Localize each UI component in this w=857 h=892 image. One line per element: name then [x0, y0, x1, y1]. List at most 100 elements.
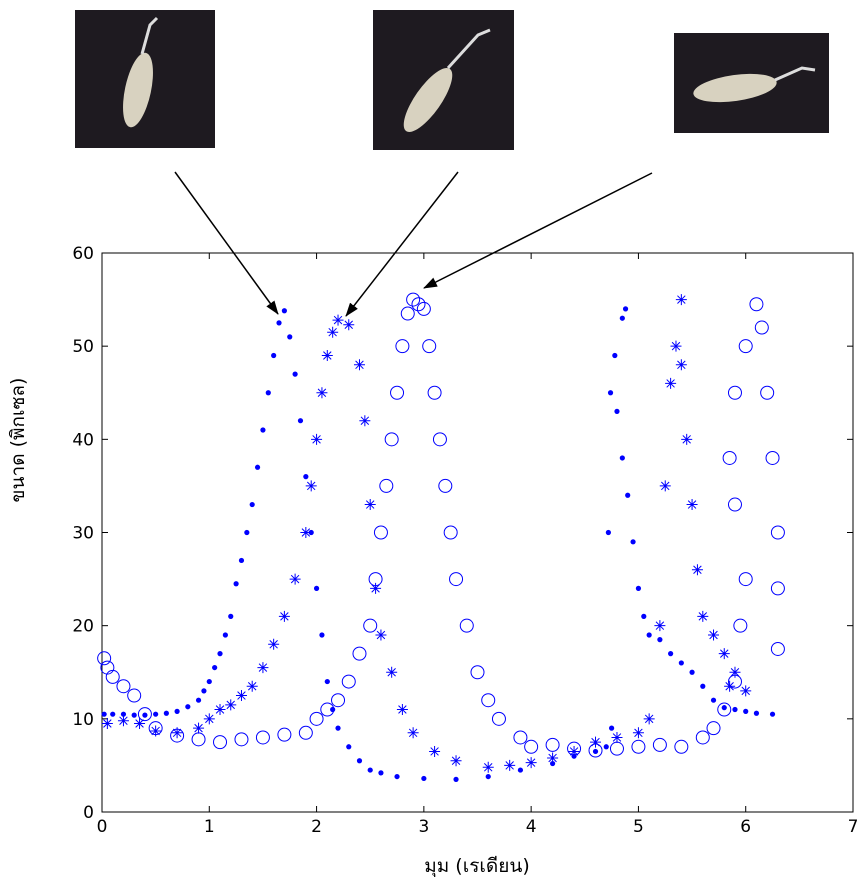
data-point: [101, 717, 113, 729]
data-point: [110, 711, 116, 717]
data-point: [346, 744, 352, 750]
data-point: [386, 666, 398, 678]
y-tick-label: 30: [72, 524, 94, 544]
data-point: [217, 651, 223, 657]
data-point: [491, 711, 506, 726]
data-point: [319, 632, 325, 638]
data-point: [670, 340, 682, 352]
data-point: [619, 455, 625, 461]
data-point: [368, 572, 383, 587]
data-point: [631, 739, 646, 754]
data-point: [254, 464, 261, 470]
data-point: [287, 334, 293, 340]
data-point: [406, 292, 421, 307]
data-point: [485, 773, 491, 780]
data-point: [127, 688, 142, 703]
data-point: [249, 501, 255, 508]
data-point: [327, 326, 339, 338]
data-point: [550, 760, 556, 767]
x-tick-label: 5: [633, 817, 644, 837]
data-point: [281, 308, 287, 314]
data-point: [142, 712, 148, 718]
data-point: [722, 450, 737, 465]
data-point: [244, 529, 250, 536]
photo: [674, 33, 829, 133]
data-point: [330, 706, 336, 713]
data-point: [268, 638, 280, 650]
data-point: [740, 685, 752, 697]
data-point: [379, 478, 394, 493]
data-point: [691, 564, 703, 576]
data-point: [605, 529, 611, 536]
data-point: [370, 582, 382, 594]
data-point: [278, 610, 290, 622]
arrow: [345, 171, 459, 317]
data-point: [193, 722, 205, 734]
data-point: [443, 525, 458, 540]
data-point: [429, 745, 441, 757]
data-point: [100, 660, 115, 675]
data-point: [234, 732, 249, 747]
data-point: [674, 739, 689, 754]
photo: [75, 10, 215, 148]
data-point: [622, 306, 629, 312]
data-point: [297, 418, 304, 424]
data-point: [681, 433, 693, 445]
data-point: [363, 618, 378, 633]
data-point: [277, 727, 292, 742]
data-point: [524, 739, 539, 754]
data-point: [395, 339, 410, 354]
data-point: [654, 620, 666, 632]
data-point: [353, 359, 365, 371]
data-point: [754, 320, 769, 335]
data-point: [603, 744, 609, 750]
y-tick-label: 20: [72, 617, 94, 637]
data-point: [260, 427, 266, 433]
arrow: [174, 171, 279, 315]
data-point: [625, 492, 631, 498]
data-point: [153, 711, 159, 717]
data-point: [675, 294, 687, 306]
data-point: [367, 767, 373, 773]
data-point: [185, 704, 191, 710]
data-point: [131, 712, 137, 718]
data-point: [356, 758, 363, 764]
data-point: [749, 297, 764, 312]
data-point: [320, 702, 335, 717]
data-point: [459, 618, 474, 633]
data-point: [727, 674, 742, 689]
data-point: [697, 610, 709, 622]
data-point: [721, 705, 727, 711]
x-tick-label: 2: [311, 817, 322, 837]
data-point: [150, 725, 162, 737]
data-point: [646, 632, 652, 638]
data-point: [396, 704, 408, 716]
data-point: [652, 737, 667, 752]
data-point: [718, 648, 730, 660]
data-point: [148, 721, 163, 736]
data-point: [449, 572, 464, 587]
data-point: [504, 759, 516, 771]
y-tick-label: 10: [72, 710, 94, 730]
data-point: [303, 474, 309, 480]
data-point: [614, 408, 620, 414]
data-point: [643, 713, 655, 725]
data-point: [222, 632, 228, 638]
data-point: [717, 702, 732, 717]
data-point: [427, 385, 442, 400]
plot-frame: [101, 252, 854, 813]
data-point: [770, 525, 785, 540]
y-tick-label: 40: [72, 430, 94, 450]
data-point: [213, 735, 228, 750]
data-point: [753, 710, 760, 716]
data-point: [137, 707, 152, 722]
data-point: [738, 339, 753, 354]
data-point: [513, 730, 528, 745]
data-point: [470, 665, 485, 680]
data-point: [311, 433, 323, 445]
data-point: [191, 732, 206, 747]
data-point: [335, 725, 341, 731]
data-point: [400, 306, 415, 321]
data-point: [375, 629, 387, 641]
